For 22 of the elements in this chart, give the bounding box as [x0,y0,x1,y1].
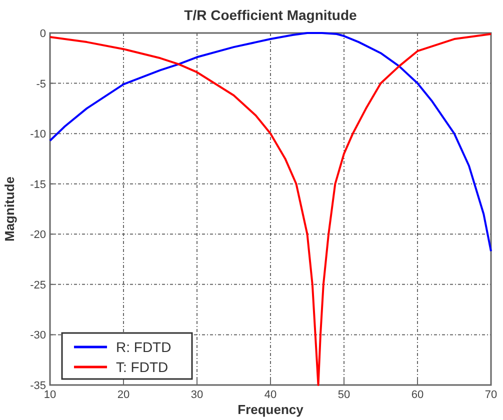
y-tick-label: -5 [36,78,46,90]
legend-label: R: FDTD [116,339,172,355]
x-tick-label: 50 [338,389,350,401]
x-tick-label: 70 [484,389,498,401]
y-tick-label: -35 [30,380,46,392]
y-tick-label: 0 [40,28,46,40]
x-tick-label: 30 [190,389,204,401]
line-series [49,32,492,252]
chart-title: T/R Coefficient Magnitude [184,7,358,23]
x-axis-title: Frequency [238,402,304,417]
x-tick-label: 20 [117,389,130,401]
y-tick-label: -20 [30,229,46,242]
x-tick-label: 10 [44,389,56,401]
x-tick-label: 40 [264,389,277,401]
y-tick-label: -25 [30,279,46,292]
line-series [49,33,492,386]
y-tick-label: -10 [30,128,46,141]
legend-label: T: FDTD [116,359,168,375]
y-axis-title: Magnitude [2,176,17,242]
y-tick-label: -30 [30,330,46,342]
x-tick-label: 60 [411,389,424,401]
y-tick-label: -15 [30,178,46,191]
